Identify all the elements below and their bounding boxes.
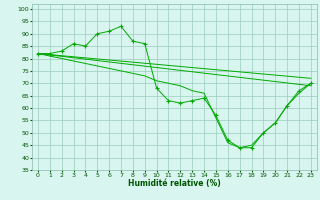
X-axis label: Humidité relative (%): Humidité relative (%) — [128, 179, 221, 188]
